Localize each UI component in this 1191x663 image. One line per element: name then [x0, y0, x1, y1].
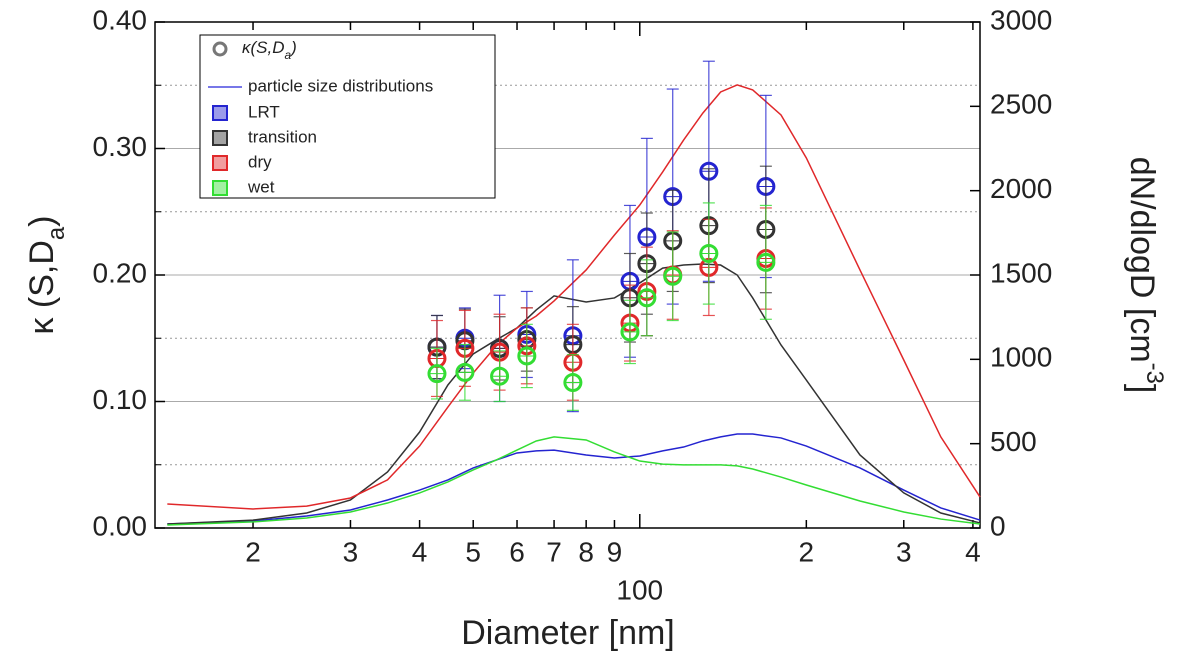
- y2-tick-label: 3000: [990, 4, 1052, 35]
- y-tick-label: 0.30: [93, 131, 148, 162]
- legend-label: transition: [248, 127, 317, 146]
- kappa-point: [427, 364, 447, 384]
- size-distribution-line: [167, 84, 981, 510]
- y2-tick-label: 500: [990, 426, 1037, 457]
- y2-tick-label: 1000: [990, 342, 1052, 373]
- y-axis-label: κ (S,Da): [23, 215, 70, 334]
- y2-tick-label: 1500: [990, 257, 1052, 288]
- kappa-point: [455, 362, 475, 382]
- legend-swatch: [212, 105, 228, 121]
- legend-label-part: a: [285, 48, 292, 62]
- y-axis-label-part: a: [43, 226, 70, 240]
- legend-marker: [212, 41, 228, 57]
- kappa-point: [620, 322, 640, 342]
- y2-tick-label: 2000: [990, 173, 1052, 204]
- x-tick-label: 3: [343, 536, 359, 567]
- legend-swatch: [212, 130, 228, 146]
- legend-label-part: κ(S,D: [242, 38, 285, 57]
- x-tick-label: 4: [412, 536, 428, 567]
- legend-label: LRT: [248, 102, 280, 121]
- y-tick-label: 0.40: [93, 4, 148, 35]
- legend-swatch: [212, 180, 228, 196]
- y-tick-label: 0.20: [93, 257, 148, 288]
- legend-swatch: [212, 155, 228, 171]
- x-tick-label: 9: [607, 536, 623, 567]
- kappa-point: [637, 288, 657, 308]
- y-tick-label: 0.00: [93, 510, 148, 541]
- legend-label: particle size distributions: [248, 76, 433, 95]
- size-distribution-line: [167, 263, 981, 525]
- kappa-point: [517, 346, 537, 366]
- y-axis-label-part: κ (S,D: [23, 240, 61, 334]
- legend-label-part: ): [289, 38, 297, 57]
- y-tick-label: 0.10: [93, 384, 148, 415]
- x-tick-label: 100: [616, 574, 663, 605]
- x-tick-label: 4: [965, 536, 981, 567]
- y-axis-label-part: ): [23, 215, 61, 226]
- y2-axis-label: dN/dlogD [cm-3]: [1123, 157, 1168, 394]
- kappa-point: [663, 266, 683, 286]
- y2-axis-label-part: -3: [1141, 363, 1168, 384]
- kappa-point: [563, 373, 583, 393]
- kappa-point: [490, 366, 510, 386]
- size-distribution-line: [167, 433, 981, 525]
- y2-tick-label: 2500: [990, 89, 1052, 120]
- legend-label: κ(S,Da): [242, 38, 297, 62]
- size-distribution-line: [167, 436, 981, 526]
- legend-box: [199, 34, 496, 199]
- y2-axis-label-part: dN/dlogD [cm: [1123, 157, 1161, 363]
- y2-tick-label: 0: [990, 510, 1006, 541]
- y2-axis-label-part: ]: [1123, 384, 1161, 393]
- x-tick-label: 8: [578, 536, 594, 567]
- x-tick-label: 6: [509, 536, 525, 567]
- x-axis-label: Diameter [nm]: [461, 614, 675, 652]
- x-tick-label: 2: [799, 536, 815, 567]
- x-tick-label: 7: [546, 536, 562, 567]
- kappa-point: [699, 243, 719, 263]
- x-tick-label: 2: [245, 536, 261, 567]
- legend-label: wet: [247, 177, 275, 196]
- x-tick-label: 3: [896, 536, 912, 567]
- legend-label: dry: [248, 152, 272, 171]
- x-tick-label: 5: [465, 536, 481, 567]
- kappa-point: [756, 252, 776, 272]
